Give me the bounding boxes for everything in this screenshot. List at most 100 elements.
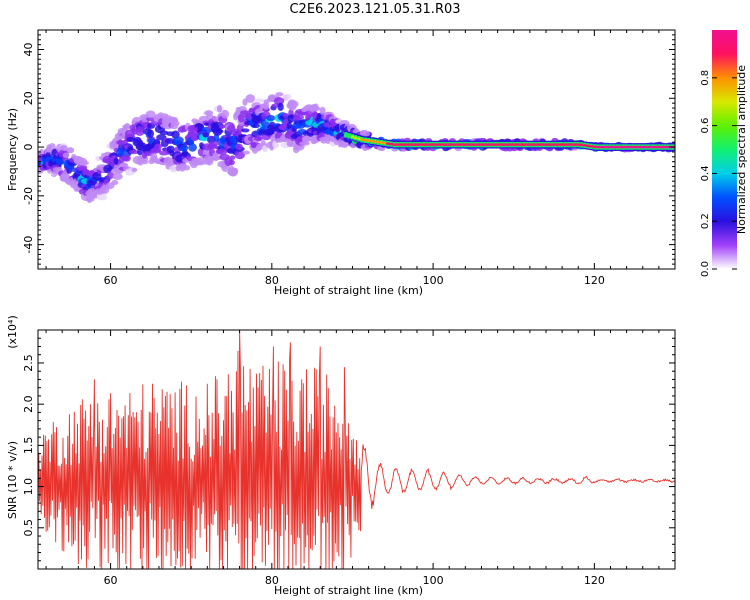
spectral-band-core bbox=[541, 143, 546, 146]
spectral-band-core bbox=[612, 145, 617, 149]
spectral-cell bbox=[188, 143, 197, 152]
spectral-cell bbox=[119, 162, 128, 168]
spectral-cell bbox=[190, 132, 200, 141]
spectral-cell bbox=[106, 171, 115, 180]
x-axis-label: Height of straight line (km) bbox=[274, 584, 423, 597]
x-tick-label: 60 bbox=[104, 274, 118, 287]
spectral-band-core bbox=[586, 144, 591, 148]
y-tick-label: 2.0 bbox=[22, 395, 35, 413]
x-tick-label: 120 bbox=[584, 274, 605, 287]
colorbar-tick-label: 0.2 bbox=[700, 213, 711, 229]
y-tick-label: -20 bbox=[22, 187, 35, 205]
spectral-band-core bbox=[570, 143, 575, 146]
spectral-band-core bbox=[557, 143, 562, 146]
spectral-band-core bbox=[489, 143, 494, 146]
spectral-cell bbox=[116, 148, 125, 156]
snr-panel: 60 80 100 120 0.5 1.0 1.5 2.0 2.5 Height of strai… bbox=[6, 315, 676, 597]
spectral-cell bbox=[180, 144, 189, 152]
spectral-band-core bbox=[366, 139, 371, 142]
spectral-cell bbox=[282, 113, 290, 118]
spectral-band-core bbox=[573, 143, 578, 146]
spectral-band-core bbox=[605, 145, 610, 149]
spectral-band-core bbox=[657, 145, 662, 149]
spectral-band-core bbox=[502, 143, 507, 146]
plot-frame-top bbox=[37, 29, 676, 270]
spectrogram-cells bbox=[38, 92, 675, 204]
spectral-cell bbox=[288, 99, 296, 105]
spectral-cell bbox=[216, 105, 223, 113]
spectral-cell bbox=[117, 127, 128, 134]
spectral-band-core bbox=[563, 143, 568, 146]
spectral-cell bbox=[277, 102, 284, 112]
spectral-band-core bbox=[589, 145, 594, 148]
spectral-cell bbox=[242, 150, 250, 155]
spectral-band-core bbox=[383, 141, 388, 145]
spectral-band-core bbox=[392, 143, 397, 146]
spectral-band-core bbox=[418, 143, 423, 146]
plot-frame-bottom bbox=[37, 329, 676, 570]
spectral-cell bbox=[286, 122, 292, 130]
spectral-band-core bbox=[631, 145, 636, 149]
spectral-cell bbox=[145, 110, 156, 119]
x-tick-label: 80 bbox=[265, 274, 279, 287]
spectral-cell bbox=[55, 158, 65, 166]
spectral-band-core bbox=[595, 145, 600, 149]
spectral-band-core bbox=[357, 137, 362, 140]
spectral-band-core bbox=[663, 145, 668, 149]
spectral-band-core bbox=[444, 143, 449, 146]
spectral-cell bbox=[220, 109, 229, 119]
spectral-band-core bbox=[579, 143, 584, 147]
y-tick-label: -40 bbox=[22, 236, 35, 254]
spectral-band-core bbox=[666, 145, 671, 149]
spectral-band-core bbox=[644, 145, 649, 149]
spectral-cell bbox=[212, 126, 223, 136]
spectral-band-core bbox=[647, 145, 652, 149]
spectral-band-core bbox=[650, 145, 655, 149]
spectral-cell bbox=[253, 136, 263, 142]
spectral-band-core bbox=[344, 133, 349, 137]
spectral-band-core bbox=[483, 143, 488, 146]
spectral-band-core bbox=[450, 143, 455, 146]
spectral-band-core bbox=[521, 143, 526, 146]
spectral-band-core bbox=[547, 143, 552, 146]
spectral-cell bbox=[123, 123, 131, 130]
y-tick-label: 40 bbox=[22, 43, 35, 57]
spectral-cell bbox=[178, 163, 187, 172]
spectral-band-core bbox=[402, 143, 407, 146]
spectral-band-core bbox=[360, 138, 365, 141]
spectral-cell bbox=[204, 110, 214, 116]
spectral-band-core bbox=[512, 143, 517, 146]
colorbar-gradient bbox=[712, 30, 737, 269]
spectral-band-core bbox=[405, 143, 410, 146]
spectral-cell bbox=[66, 147, 75, 154]
spectral-cell bbox=[245, 94, 255, 103]
spectral-band-core bbox=[492, 143, 497, 146]
spectral-band-core bbox=[486, 143, 491, 146]
spectral-band-core bbox=[441, 143, 446, 146]
spectral-band-core bbox=[528, 143, 533, 146]
spectral-band-core bbox=[554, 143, 559, 146]
spectral-band-core bbox=[421, 143, 426, 146]
spectral-cell bbox=[234, 150, 245, 160]
spectral-cell bbox=[272, 140, 279, 149]
spectral-band-core bbox=[566, 143, 571, 146]
y-axis-label: Frequency (Hz) bbox=[6, 108, 19, 191]
spectral-band-core bbox=[634, 145, 639, 149]
spectral-band-core bbox=[379, 141, 384, 144]
y-axis-label: SNR (10 * v/v) bbox=[6, 441, 19, 519]
spectral-band-core bbox=[602, 145, 607, 149]
y-axis-scale-label: (x10⁴) bbox=[6, 315, 19, 349]
spectral-cell bbox=[256, 143, 262, 152]
colorbar-tick-label: 0.8 bbox=[700, 70, 711, 86]
spectral-cell bbox=[231, 167, 239, 174]
spectral-band-core bbox=[534, 143, 539, 146]
spectral-cell bbox=[263, 102, 270, 110]
spectral-cell bbox=[319, 106, 326, 116]
spectral-band-core bbox=[531, 143, 536, 146]
y-tick-label: 2.5 bbox=[22, 354, 35, 372]
spectral-cell bbox=[135, 129, 145, 136]
spectral-band-core bbox=[618, 145, 623, 149]
spectral-cell bbox=[126, 136, 135, 142]
spectral-cell bbox=[77, 157, 88, 166]
spectral-cell bbox=[123, 144, 129, 149]
